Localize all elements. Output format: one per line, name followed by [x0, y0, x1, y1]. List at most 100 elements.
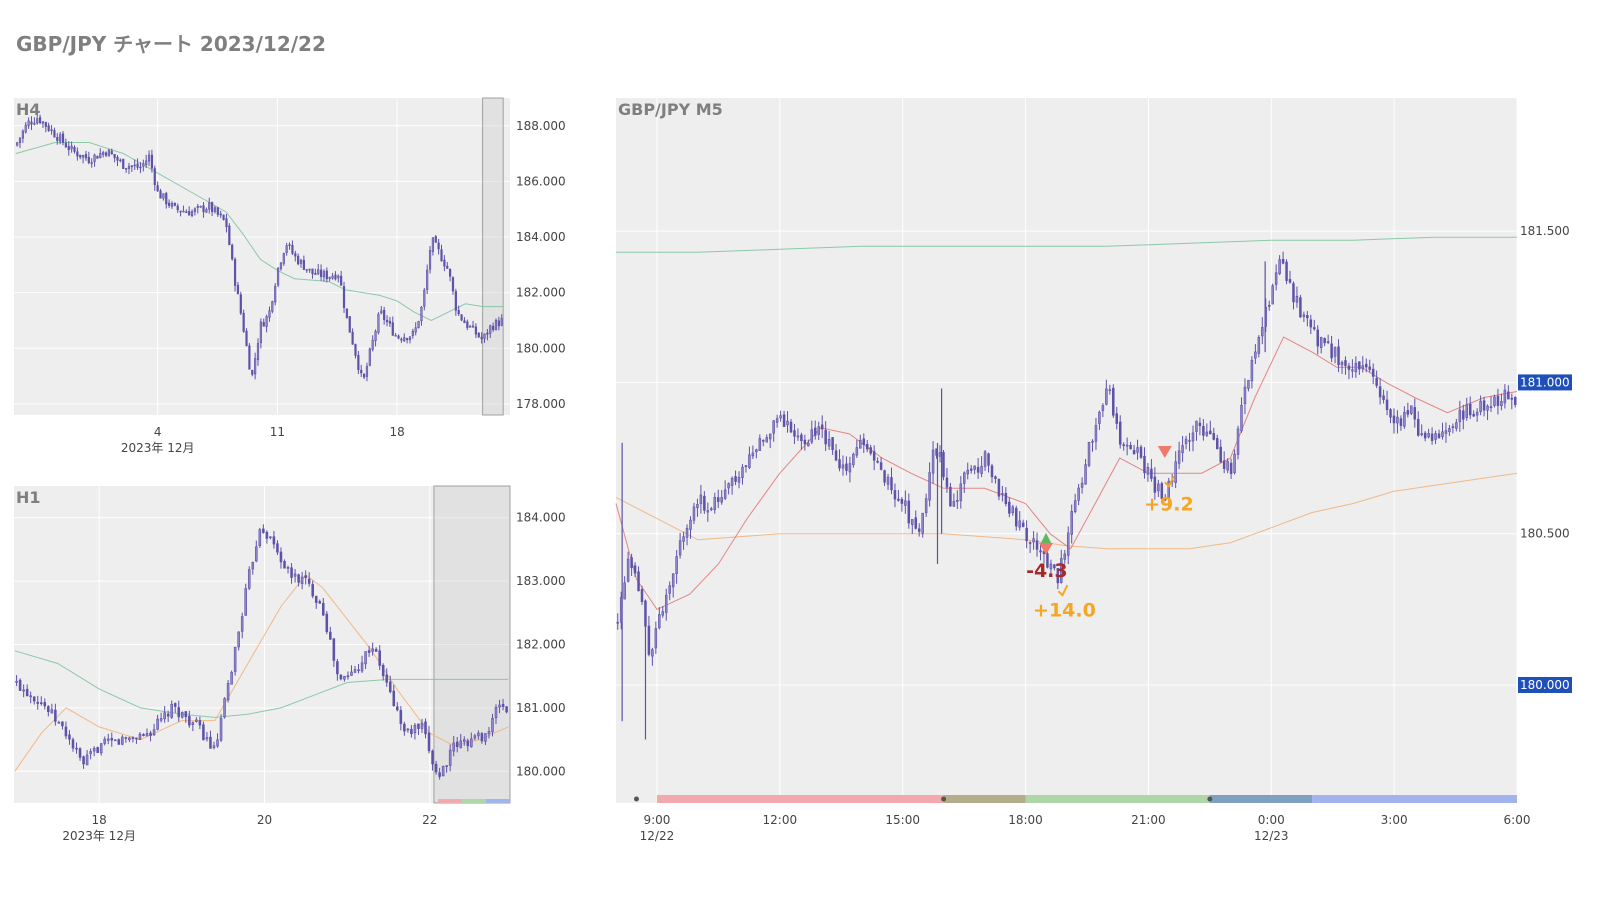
- candle-body: [67, 146, 70, 151]
- candle-body: [136, 163, 139, 168]
- candle-body: [185, 211, 188, 214]
- candle-body: [723, 489, 727, 499]
- candle-body: [300, 576, 304, 584]
- candle-body: [328, 276, 331, 279]
- candle-body: [222, 214, 225, 220]
- candle-body: [114, 739, 117, 742]
- candle-body: [76, 151, 79, 157]
- candle-body: [1344, 360, 1347, 366]
- candle-body: [39, 702, 43, 704]
- candle-body: [1053, 564, 1056, 569]
- candle-body: [658, 614, 661, 629]
- candle-body: [311, 584, 314, 597]
- candle-body: [388, 681, 392, 693]
- candle-body: [949, 486, 952, 507]
- candle-body: [245, 330, 248, 347]
- candle-body: [637, 571, 640, 592]
- candle-body: [307, 578, 311, 584]
- candle-body: [997, 478, 1001, 497]
- y-tick-label: 186.000: [516, 174, 566, 188]
- candle-body: [177, 707, 181, 718]
- current-range-box: [482, 97, 504, 416]
- candle-body: [1389, 409, 1392, 418]
- candle-body: [838, 459, 841, 469]
- candle-body: [149, 732, 152, 736]
- candle-body: [47, 125, 50, 131]
- candle-body: [230, 672, 233, 685]
- y-tick-label: 181.000: [516, 701, 566, 715]
- candle-body: [1219, 446, 1222, 463]
- candle-body: [59, 134, 62, 142]
- candle-body: [336, 661, 339, 675]
- candle-body: [1122, 444, 1125, 446]
- candle-body: [247, 569, 251, 589]
- candle-body: [1292, 283, 1295, 303]
- candle-body: [397, 335, 400, 339]
- candle-body: [1226, 461, 1229, 471]
- candle-body: [22, 689, 25, 692]
- candle-body: [1084, 464, 1087, 485]
- candle-body: [900, 498, 904, 504]
- candle-body: [1333, 347, 1337, 357]
- candle-body: [145, 733, 149, 737]
- candle-body: [1482, 400, 1486, 411]
- candle-body: [1299, 297, 1302, 318]
- candle-body: [498, 704, 501, 708]
- candle-body: [1181, 445, 1184, 454]
- candle-body: [276, 543, 279, 553]
- candle-body: [1500, 401, 1503, 406]
- candle-body: [166, 713, 170, 717]
- candle-body: [68, 734, 71, 740]
- candle-body: [814, 427, 817, 436]
- candle-body: [1035, 540, 1039, 550]
- candle-body: [414, 327, 417, 333]
- chart-panel-m5: 180.000180.500181.000181.500181.000180.0…: [615, 98, 1572, 843]
- candle-body: [128, 737, 131, 740]
- candle-body: [492, 325, 495, 331]
- candle-body: [93, 154, 96, 163]
- candle-body: [36, 118, 39, 124]
- candle-body: [904, 500, 907, 506]
- candle-body: [505, 706, 508, 713]
- candle-body: [1143, 455, 1146, 474]
- x-tick-label: 18: [92, 813, 107, 827]
- candle-body: [150, 154, 154, 169]
- candle-body: [380, 310, 383, 314]
- candle-body: [1101, 405, 1105, 411]
- candle-body: [239, 294, 242, 314]
- candle-body: [85, 754, 89, 766]
- candle-body: [135, 737, 138, 740]
- candle-body: [193, 208, 197, 212]
- candle-body: [445, 765, 448, 767]
- candle-body: [434, 236, 437, 243]
- candle-body: [469, 325, 472, 328]
- candle-body: [180, 711, 184, 718]
- session-segment: [437, 799, 462, 803]
- x-tick-label: 18: [389, 425, 404, 439]
- candle-body: [57, 722, 61, 724]
- candle-body: [1014, 507, 1018, 527]
- candle-body: [237, 631, 240, 648]
- candle-body: [205, 737, 209, 740]
- candle-body: [452, 742, 455, 752]
- candle-body: [272, 536, 276, 545]
- candle-body: [255, 546, 258, 562]
- candle-body: [1247, 380, 1250, 389]
- candle-body: [1049, 563, 1053, 570]
- candle-body: [233, 259, 237, 286]
- candle-body: [671, 573, 675, 588]
- candle-body: [1212, 433, 1216, 440]
- candle-body: [1202, 426, 1205, 436]
- candle-body: [969, 468, 973, 471]
- candle-body: [142, 163, 145, 167]
- candle-body: [170, 202, 174, 207]
- candle-body: [73, 147, 76, 152]
- candle-body: [855, 447, 859, 456]
- candle-body: [231, 244, 234, 260]
- candle-body: [1503, 389, 1507, 404]
- candle-body: [213, 207, 217, 212]
- candle-body: [869, 447, 872, 454]
- candle-body: [1441, 431, 1444, 437]
- candle-body: [173, 202, 176, 206]
